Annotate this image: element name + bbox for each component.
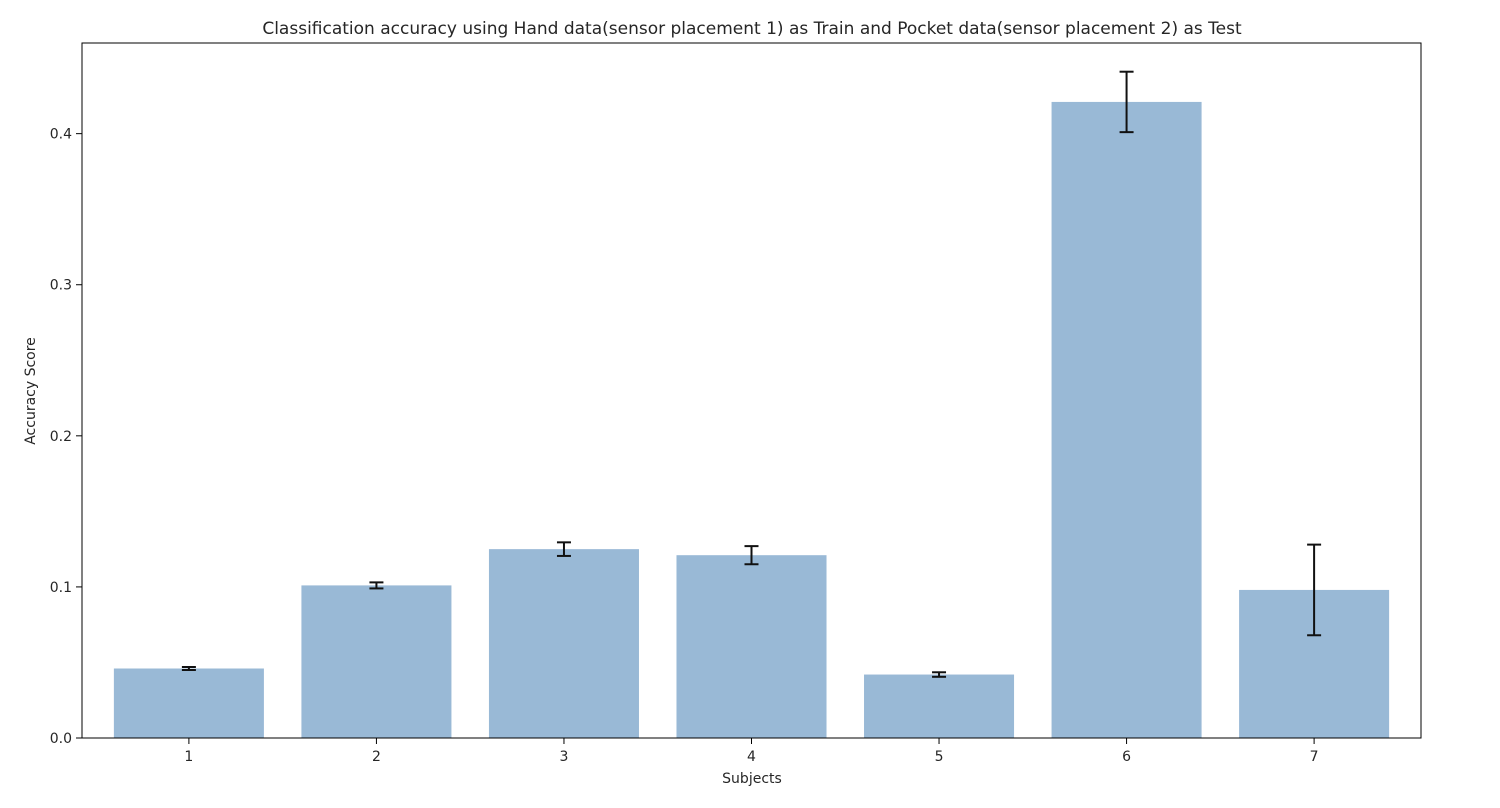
error-bar-subject-7 xyxy=(1307,543,1322,637)
chart-title: Classification accuracy using Hand data(… xyxy=(262,19,1242,39)
x-tick-label: 3 xyxy=(560,749,569,765)
bar-subject-5 xyxy=(864,674,1015,738)
x-tick-label: 7 xyxy=(1310,749,1319,765)
error-bar-subject-3 xyxy=(556,541,571,557)
x-axis-ticks: 1 2 3 4 5 6 7 xyxy=(184,738,1319,765)
y-tick-label: 0.3 xyxy=(50,278,72,294)
y-axis-ticks: 0.0 0.1 0.2 0.3 0.4 xyxy=(50,127,82,747)
bar-subject-2 xyxy=(301,585,452,738)
error-bar-subject-2 xyxy=(369,581,384,590)
bar-subject-3 xyxy=(488,549,639,738)
y-tick-label: 0.0 xyxy=(50,731,72,747)
bars-layer xyxy=(113,101,1390,739)
error-bar-subject-1 xyxy=(181,665,196,672)
x-tick-label: 5 xyxy=(935,749,944,765)
x-tick-label: 4 xyxy=(747,749,756,765)
error-bars-layer xyxy=(181,70,1322,678)
error-bar-subject-4 xyxy=(744,545,759,566)
error-bar-subject-5 xyxy=(932,671,947,678)
x-tick-label: 1 xyxy=(184,749,193,765)
x-tick-label: 6 xyxy=(1122,749,1131,765)
y-axis-label: Accuracy Score xyxy=(23,337,39,445)
y-tick-label: 0.1 xyxy=(50,580,72,596)
error-bar-subject-6 xyxy=(1119,70,1134,134)
x-axis-label: Subjects xyxy=(722,771,782,787)
bar-subject-4 xyxy=(676,555,827,738)
y-tick-label: 0.4 xyxy=(50,127,72,143)
y-tick-label: 0.2 xyxy=(50,429,72,445)
bar-subject-6 xyxy=(1051,101,1202,739)
bar-subject-1 xyxy=(113,668,264,738)
x-tick-label: 2 xyxy=(372,749,381,765)
